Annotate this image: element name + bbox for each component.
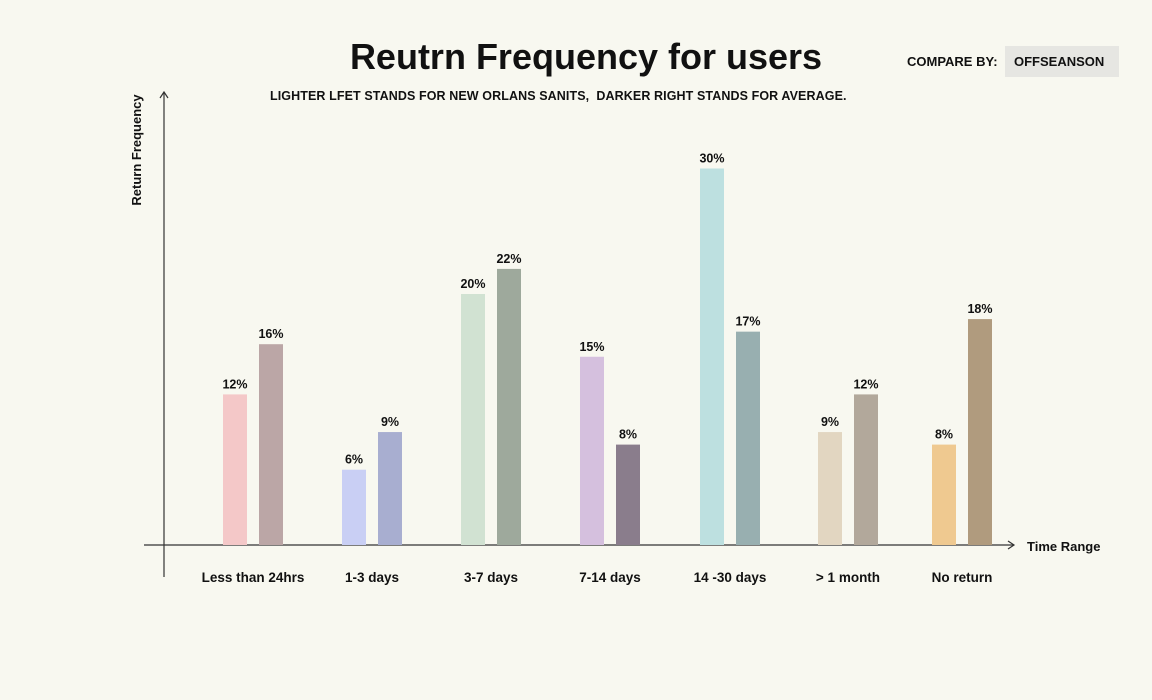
data-label-lighter-5: 9%: [821, 415, 839, 429]
data-label-darker-6: 18%: [967, 302, 992, 316]
data-label-lighter-6: 8%: [935, 428, 953, 442]
bar-lighter-6: [932, 444, 956, 545]
x-axis-label: Time Range: [1027, 539, 1100, 554]
bar-lighter-0: [223, 394, 247, 545]
data-label-darker-2: 22%: [496, 252, 521, 266]
bar-lighter-5: [818, 432, 842, 545]
data-label-darker-3: 8%: [619, 428, 637, 442]
bar-lighter-4: [700, 168, 724, 545]
x-tick-label-4: 14 -30 days: [694, 570, 767, 585]
bar-darker-3: [616, 444, 640, 545]
x-tick-label-0: Less than 24hrs: [202, 570, 305, 585]
data-label-lighter-0: 12%: [222, 377, 247, 391]
compare-by-label: COMPARE BY:: [907, 54, 998, 69]
bar-lighter-1: [342, 469, 366, 545]
x-tick-label-6: No return: [932, 570, 993, 585]
chart-subtitle: LIGHTER LFET STANDS FOR NEW ORLANS SANIT…: [270, 89, 847, 103]
data-label-darker-1: 9%: [381, 415, 399, 429]
data-label-darker-5: 12%: [853, 377, 878, 391]
bar-lighter-2: [461, 294, 485, 545]
x-tick-label-5: > 1 month: [816, 570, 880, 585]
data-label-lighter-4: 30%: [699, 152, 724, 166]
bar-darker-4: [736, 331, 760, 545]
data-label-lighter-3: 15%: [579, 340, 604, 354]
bar-darker-1: [378, 432, 402, 545]
bars-group: 12% 16% Less than 24hrs 6% 9% 1-3 days 20% 22% 3…: [202, 152, 993, 586]
data-label-darker-4: 17%: [735, 315, 760, 329]
compare-by-select[interactable]: OFFSEANSON: [1005, 46, 1119, 77]
bar-lighter-3: [580, 356, 604, 545]
bar-darker-6: [968, 319, 992, 545]
chart-title: Reutrn Frequency for users: [349, 36, 823, 77]
y-axis-label: Return Frequency: [129, 94, 144, 206]
bar-darker-0: [259, 344, 283, 545]
data-label-lighter-1: 6%: [345, 453, 363, 467]
data-label-darker-0: 16%: [258, 327, 283, 341]
data-label-lighter-2: 20%: [460, 277, 485, 291]
x-tick-label-2: 3-7 days: [464, 570, 518, 585]
x-tick-label-1: 1-3 days: [345, 570, 399, 585]
y-axis: [159, 90, 169, 577]
bar-darker-2: [497, 268, 521, 545]
x-tick-label-3: 7-14 days: [579, 570, 641, 585]
bar-darker-5: [854, 394, 878, 545]
